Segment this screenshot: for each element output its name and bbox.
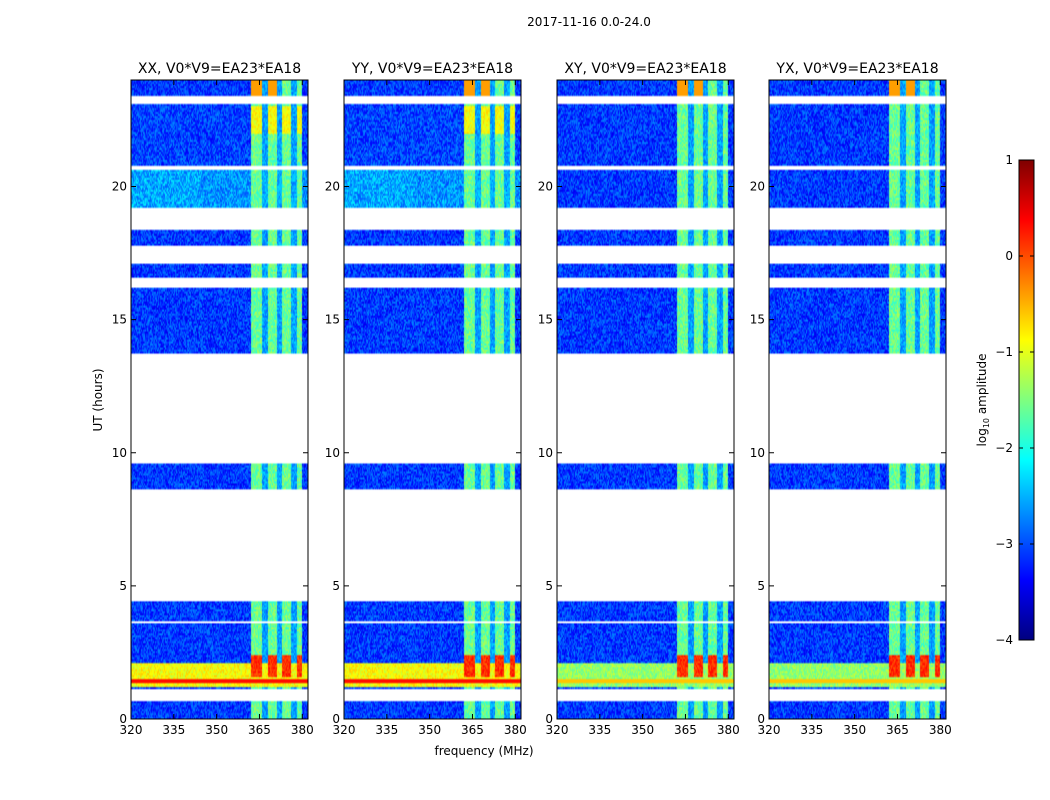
y-tick-label: 0	[545, 712, 553, 726]
x-tick-label: 350	[631, 723, 654, 737]
y-tick-label: 0	[757, 712, 765, 726]
colorbar-tick-label: −1	[995, 345, 1013, 359]
colorbar-tick-label: −4	[995, 633, 1013, 647]
panel-frame	[556, 79, 735, 720]
spectrogram-image	[557, 80, 734, 719]
x-tick-label: 380	[929, 723, 952, 737]
x-tick-label: 380	[717, 723, 740, 737]
x-axis-label: frequency (MHz)	[434, 744, 533, 758]
y-tick-label: 15	[325, 313, 340, 327]
y-tick-label: 5	[757, 579, 765, 593]
colorbar-tick-label: −3	[995, 537, 1013, 551]
spectrogram-image	[131, 80, 308, 719]
panel-xy: XY, V0*V9=EA23*EA18 320 335 350 365 380 0 5 10 15…	[538, 61, 740, 737]
y-tick-label: 20	[538, 180, 553, 194]
panel-group: XX, V0*V9=EA23*EA18 320 335 350 365 380 0 5 10 15…	[112, 61, 952, 737]
y-tick-label: 0	[332, 712, 340, 726]
x-tick-label: 320	[333, 723, 356, 737]
colorbar-tick-label: 1	[1005, 153, 1013, 167]
x-tick-label: 320	[758, 723, 781, 737]
x-tick-label: 320	[120, 723, 143, 737]
x-tick-label: 335	[588, 723, 611, 737]
colorbar: 10−1−2−3−4 log10 amplitude	[975, 153, 1035, 647]
panel-title: XX, V0*V9=EA23*EA18	[138, 61, 301, 77]
panel-title: XY, V0*V9=EA23*EA18	[564, 61, 726, 77]
y-tick-label: 10	[112, 446, 127, 460]
x-tick-label: 350	[418, 723, 441, 737]
colorbar-tick-label: −2	[995, 441, 1013, 455]
y-tick-label: 15	[750, 313, 765, 327]
panel-title: YX, V0*V9=EA23*EA18	[775, 61, 938, 77]
colorbar-label: log10 amplitude	[975, 354, 991, 447]
panel-title: YY, V0*V9=EA23*EA18	[351, 61, 513, 77]
spectrogram-image	[344, 80, 521, 719]
y-tick-label: 10	[325, 446, 340, 460]
y-tick-label: 15	[112, 313, 127, 327]
y-tick-label: 15	[538, 313, 553, 327]
x-tick-label: 320	[546, 723, 569, 737]
colorbar-label-prefix: log	[975, 428, 989, 446]
x-tick-label: 350	[205, 723, 228, 737]
y-tick-label: 20	[112, 180, 127, 194]
x-tick-label: 365	[248, 723, 271, 737]
x-tick-label: 335	[800, 723, 823, 737]
y-tick-label: 5	[545, 579, 553, 593]
x-tick-label: 380	[504, 723, 527, 737]
x-tick-label: 335	[375, 723, 398, 737]
panel-frame	[130, 79, 309, 720]
x-tick-label: 365	[674, 723, 697, 737]
x-tick-label: 335	[162, 723, 185, 737]
y-tick-label: 10	[538, 446, 553, 460]
y-tick-label: 20	[750, 180, 765, 194]
y-axis-label: UT (hours)	[91, 368, 105, 431]
colorbar-gradient	[1018, 159, 1035, 641]
panel-yx: YX, V0*V9=EA23*EA18 320 335 350 365 380 0 5 10 15…	[750, 61, 952, 737]
spectrogram-image	[769, 80, 946, 719]
colorbar-tick-label: 0	[1005, 249, 1013, 263]
panel-frame	[343, 79, 522, 720]
panel-yy: YY, V0*V9=EA23*EA18 320 335 350 365 380 0 5 10 15…	[325, 61, 527, 737]
y-tick-label: 20	[325, 180, 340, 194]
y-tick-label: 0	[119, 712, 127, 726]
colorbar-label-subscript: 10	[982, 418, 991, 428]
panel-frame	[768, 79, 947, 720]
x-tick-label: 365	[461, 723, 484, 737]
x-tick-label: 350	[843, 723, 866, 737]
figure-title: 2017-11-16 0.0-24.0	[527, 15, 651, 29]
x-tick-label: 380	[291, 723, 314, 737]
y-tick-label: 5	[332, 579, 340, 593]
y-tick-label: 5	[119, 579, 127, 593]
x-tick-label: 365	[886, 723, 909, 737]
panel-xx: XX, V0*V9=EA23*EA18 320 335 350 365 380 0 5 10 15…	[112, 61, 314, 737]
colorbar-ticks: 1 0 −1 −2 −3 −4	[995, 153, 1034, 647]
y-tick-label: 10	[750, 446, 765, 460]
colorbar-label-suffix: amplitude	[975, 354, 989, 418]
